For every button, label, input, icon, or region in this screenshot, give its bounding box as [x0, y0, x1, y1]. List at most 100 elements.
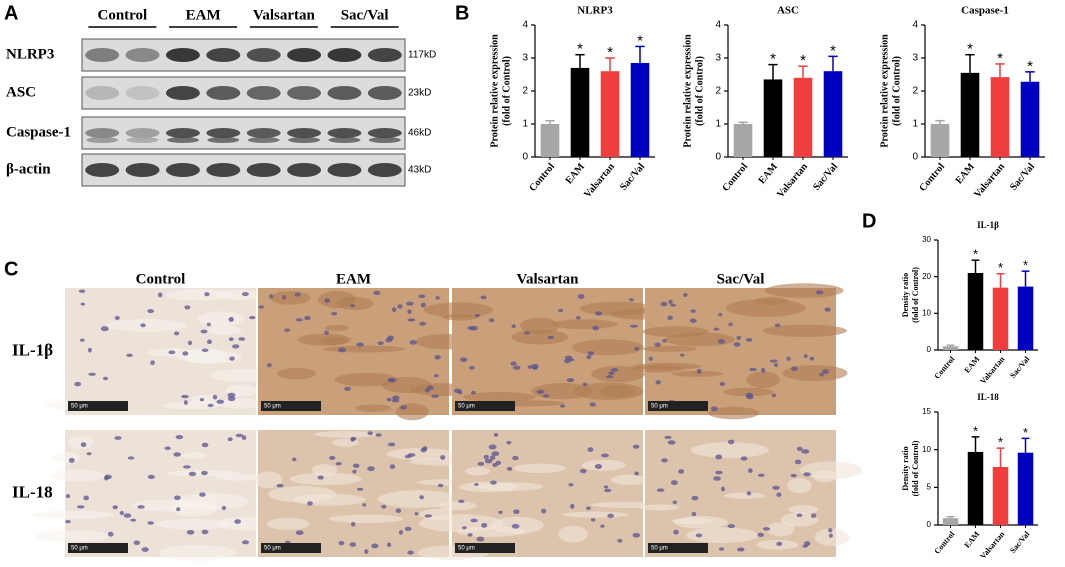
bar [793, 77, 813, 157]
nucleus [536, 389, 545, 394]
significance-mark: * [973, 247, 978, 262]
nucleus [776, 541, 783, 546]
nucleus [407, 318, 416, 322]
blot-row-label: ASC [6, 84, 36, 100]
significance-mark: * [967, 41, 973, 58]
nucleus [186, 529, 195, 535]
nucleus [249, 315, 256, 320]
significance-mark: * [830, 42, 836, 59]
nucleus [65, 519, 71, 524]
chart-title: Caspase-1 [961, 5, 1009, 17]
nucleus [678, 469, 685, 474]
histology-row-label: IL-1β [12, 340, 53, 359]
nucleus [582, 382, 588, 387]
nucleus [352, 463, 360, 468]
nucleus [656, 488, 665, 492]
nucleus [512, 455, 519, 461]
tissue-fiber [33, 530, 111, 542]
nucleus [133, 540, 141, 545]
nucleus [803, 354, 808, 358]
significance-mark: * [1023, 258, 1028, 273]
nucleus [431, 394, 439, 399]
blot-group-label: EAM [186, 7, 221, 23]
blot-band [85, 48, 120, 62]
nucleus [176, 507, 181, 512]
tissue-fiber [463, 392, 536, 402]
nucleus [745, 338, 753, 342]
blot-band [367, 163, 402, 177]
nucleus [736, 547, 745, 552]
nucleus [592, 325, 599, 331]
nucleus [601, 453, 609, 458]
panel-label: D [862, 210, 876, 232]
nucleus [183, 400, 188, 405]
nucleus [204, 292, 210, 297]
nucleus [386, 397, 392, 402]
tissue-fiber [579, 301, 655, 316]
nucleus [123, 513, 132, 518]
tissue-fiber [746, 371, 780, 388]
nucleus [175, 435, 184, 440]
bar [960, 72, 980, 157]
tissue-fiber [197, 311, 245, 326]
blot-band [246, 128, 281, 138]
nucleus [147, 521, 154, 525]
nucleus [330, 311, 338, 316]
bar [1020, 81, 1040, 157]
blot-band [367, 48, 402, 62]
tissue-fiber [459, 481, 518, 493]
x-tick-label: Valsartan [978, 529, 1007, 561]
nucleus [815, 290, 824, 295]
nucleus [474, 313, 481, 318]
nucleus [542, 394, 550, 398]
bar [992, 466, 1009, 525]
nucleus [590, 518, 596, 522]
nucleus [114, 315, 120, 321]
nucleus [713, 327, 720, 331]
tissue-fiber [254, 471, 283, 489]
nucleus [434, 355, 441, 360]
nucleus [409, 340, 417, 345]
tissue-fiber [155, 518, 230, 530]
nucleus [212, 394, 218, 400]
nucleus [498, 510, 503, 514]
nucleus [524, 331, 530, 335]
nucleus [387, 442, 396, 447]
significance-mark: * [998, 435, 1003, 450]
nucleus [470, 390, 476, 395]
nucleus [387, 542, 392, 548]
nucleus [440, 455, 446, 460]
tissue-fiber [581, 459, 627, 471]
tissue-fiber [165, 289, 231, 301]
nucleus [200, 329, 208, 334]
nucleus [80, 338, 85, 342]
nucleus [304, 315, 311, 321]
blot-band [328, 137, 361, 143]
nucleus [168, 350, 176, 355]
bar [930, 124, 950, 157]
nucleus [74, 381, 82, 387]
nucleus [489, 455, 496, 461]
tissue-fiber [322, 345, 407, 353]
tissue-fiber [386, 448, 455, 461]
blot-band [327, 48, 362, 62]
y-tick-label: 3 [715, 53, 721, 64]
nucleus [227, 437, 233, 442]
tissue-fiber [438, 501, 477, 511]
tissue-fiber [324, 324, 350, 331]
nucleus [493, 433, 499, 437]
nucleus [130, 518, 137, 522]
nucleus [733, 342, 741, 347]
tissue-fiber [329, 514, 404, 524]
significance-mark: * [607, 44, 613, 61]
y-axis-label: (fold of Control) [891, 56, 902, 126]
nucleus [241, 540, 250, 545]
nucleus [587, 351, 595, 356]
blot-band [165, 128, 200, 138]
significance-mark: * [998, 260, 1003, 275]
nucleus [604, 488, 612, 493]
x-tick-label: Valsartan [582, 161, 617, 200]
bar [823, 71, 843, 157]
nucleus [786, 356, 791, 361]
significance-mark: * [973, 423, 978, 438]
